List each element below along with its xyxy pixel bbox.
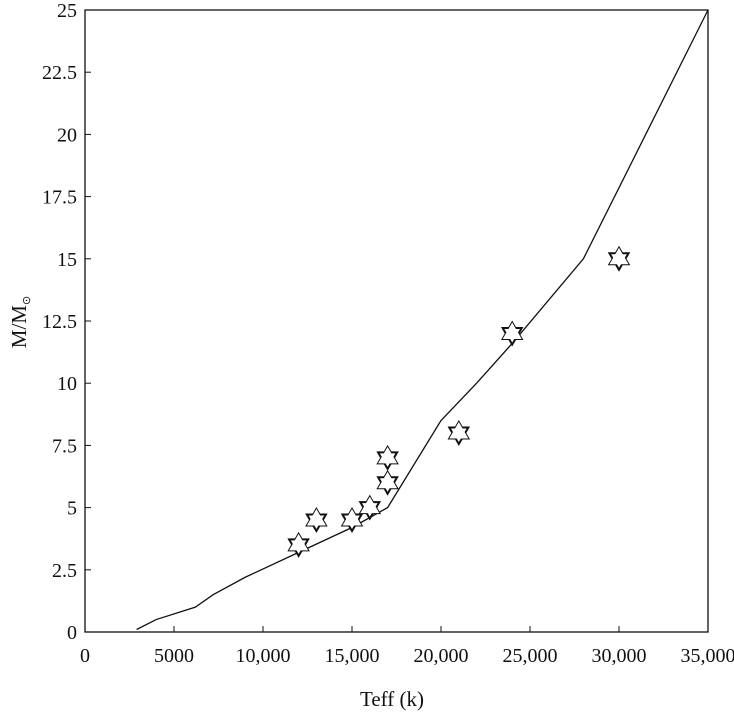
y-tick-label: 20 (57, 124, 77, 146)
y-tick-label: 5 (67, 498, 77, 520)
x-tick-label: 20,000 (414, 645, 469, 667)
x-tick-label: 10,000 (236, 645, 291, 667)
star-marker-fill (378, 446, 398, 464)
x-tick-label: 15,000 (325, 645, 380, 667)
y-axis-label-subscript: ⊙ (21, 296, 33, 305)
x-tick-label: 0 (80, 645, 90, 667)
star-marker-fill (289, 533, 309, 551)
x-tick-label: 5000 (154, 645, 194, 667)
x-tick-label: 30,000 (592, 645, 647, 667)
star-marker-fill (449, 421, 469, 439)
y-tick-label: 0 (67, 622, 77, 644)
y-tick-label: 15 (57, 249, 77, 271)
star-marker-fill (306, 509, 326, 526)
y-tick-label: 10 (57, 373, 77, 395)
x-axis-label: Teff (k) (360, 687, 424, 711)
y-tick-label: 22.5 (42, 62, 77, 84)
series-line (136, 9, 709, 631)
plot-frame (84, 9, 709, 633)
y-axis-label-main: M/M (7, 305, 31, 349)
plot-area: 0 5000 10,000 15,000 20,000 25,000 30,000 35,00… (42, 0, 734, 667)
y-tick-label: 2.5 (52, 560, 77, 582)
y-axis-label: M/M⊙ (7, 296, 33, 348)
x-tick-label: 25,000 (503, 645, 558, 667)
x-tick-label: 35,000 (681, 645, 734, 667)
y-tick-label: 7.5 (52, 435, 77, 457)
star-marker-fill (609, 247, 629, 265)
y-tick-label: 17.5 (42, 187, 77, 209)
star-marker-fill (342, 509, 362, 526)
y-tick-label: 25 (57, 0, 77, 22)
star-marker-fill (502, 322, 522, 339)
y-tick-label: 12.5 (42, 311, 77, 333)
star-marker-fill (378, 471, 398, 489)
star-marker-fill (360, 496, 380, 514)
